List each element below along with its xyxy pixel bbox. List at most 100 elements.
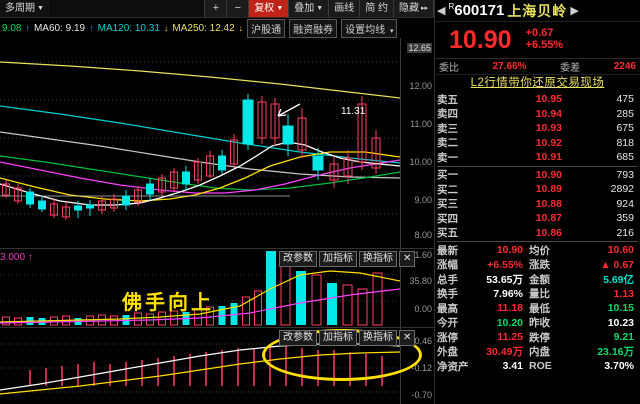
indicator-axis-tick: 0.46 [414, 336, 432, 346]
chevron-down-icon: ▼ [37, 5, 44, 12]
panel-divider [0, 327, 434, 328]
ask-price: 10.95 [535, 93, 562, 106]
brief-button[interactable]: 简 约 [360, 0, 394, 17]
stat-value: +6.55% [487, 258, 523, 271]
price-axis-tick: 8.00 [414, 230, 432, 240]
hide-button[interactable]: 隐藏 ▸▸ [393, 0, 434, 17]
stat-key: 总手 [437, 273, 458, 286]
switch-indicator-button[interactable]: 换指标 [359, 251, 397, 267]
bid-price: 10.89 [535, 183, 562, 196]
stat-value: 7.96% [493, 287, 523, 300]
stat-value: 10.20 [496, 316, 523, 329]
price-callout-annotation: 11.31 [341, 106, 366, 117]
stat-key: 换手 [437, 288, 458, 301]
change-params-button[interactable]: 改参数 [279, 251, 317, 267]
next-stock-icon[interactable]: ▶ [570, 5, 579, 17]
period-button[interactable]: 多周期 ▼ [0, 0, 49, 17]
order-book-row[interactable]: 卖三 10.93 675 [437, 121, 638, 136]
stat-key: 跌停 [529, 331, 550, 344]
order-book-row[interactable]: 卖一 10.91 685 [437, 150, 638, 165]
left-edge-number: 3.000 [0, 252, 26, 263]
ma-settings-label: 设置均线 [345, 24, 386, 36]
bid-volume: 216 [616, 226, 634, 239]
price-axis: 12.65 12.00 11.00 10.00 9.00 8.00 [400, 38, 434, 248]
change-params-button[interactable]: 改参数 [279, 330, 317, 346]
ma-settings-tag[interactable]: 设置均线 ▾ [341, 18, 398, 38]
ask-label: 卖四 [437, 108, 458, 121]
period-label: 多周期 [5, 2, 35, 14]
hugutong-tag[interactable]: 沪股通 [247, 18, 286, 38]
close-icon[interactable]: ✕ [399, 251, 416, 267]
stat-value: 3.70% [604, 360, 634, 373]
order-book-bids: 买一 10.90 793 买二 10.89 2892 买三 10.88 924 … [435, 168, 640, 241]
chart-column: 多周期 ▼ + − 复权 ▼ 叠加 ▼ 画线 简 约 隐藏 ▸▸ 9.08 [0, 0, 434, 404]
volume-bars[interactable] [0, 249, 400, 327]
ask-volume: 675 [616, 122, 634, 135]
close-icon[interactable]: ✕ [399, 330, 416, 346]
volume-axis-tick: 0.00 [414, 304, 432, 314]
volume-panel[interactable]: 71.60 35.80 0.00 [0, 249, 434, 327]
l2-promo-link[interactable]: L2行情带你还原交易现场 [470, 77, 605, 89]
order-book-row[interactable]: 买二 10.89 2892 [437, 182, 638, 197]
bid-label: 买四 [437, 212, 458, 225]
candlestick-chart[interactable] [0, 38, 400, 248]
switch-indicator-button[interactable]: 换指标 [359, 330, 397, 346]
stat-row: 外盘 30.49万 内盘 23.16万 [437, 345, 638, 360]
ask-label: 卖一 [437, 151, 458, 164]
bid-price: 10.90 [535, 168, 562, 181]
order-book-row[interactable]: 卖二 10.92 818 [437, 136, 638, 151]
price-axis-tick: 10.00 [409, 157, 432, 167]
chart-toolbar: 多周期 ▼ + − 复权 ▼ 叠加 ▼ 画线 简 约 隐藏 ▸▸ [0, 0, 434, 18]
stat-key: ROE [529, 360, 552, 373]
chevron-down-icon: ▼ [276, 5, 284, 12]
drawline-button[interactable]: 画线 [329, 0, 361, 17]
volume-plot[interactable] [0, 249, 400, 327]
stat-key: 涨停 [437, 331, 458, 344]
stat-key: 量比 [529, 288, 550, 301]
bid-label: 买三 [437, 198, 458, 211]
ma60-legend: MA60: 9.19 [33, 22, 86, 34]
change-absolute: +0.67 [525, 27, 554, 40]
order-book-divider [437, 165, 638, 167]
margin-trading-tag[interactable]: 融资融券 [289, 18, 338, 38]
bid-label: 买二 [437, 183, 458, 196]
bid-volume: 359 [616, 212, 634, 225]
bid-label: 买五 [437, 227, 458, 240]
overlay-button[interactable]: 叠加 ▼ [289, 0, 330, 17]
chevron-down-icon: ▾ [389, 27, 394, 35]
bid-volume: 924 [616, 197, 634, 210]
ma120-legend: MA120: 10.31 [97, 22, 160, 34]
zoom-out-button[interactable]: − [227, 0, 250, 17]
indicator-axis-tick: -0.12 [411, 363, 432, 373]
order-book-row[interactable]: 买四 10.87 359 [437, 211, 638, 226]
fuquan-button[interactable]: 复权 ▼ [249, 0, 290, 17]
price-change-block: +0.67 +6.55% [526, 28, 564, 51]
order-book-row[interactable]: 买三 10.88 924 [437, 197, 638, 212]
arrow-up-icon: ↑ [89, 23, 94, 33]
price-panel[interactable]: 12.65 12.00 11.00 10.00 9.00 8.00 [0, 38, 434, 248]
add-indicator-button[interactable]: 加指标 [319, 251, 357, 267]
last-price: 10.90 [449, 25, 512, 54]
add-indicator-button[interactable]: 加指标 [319, 330, 357, 346]
bid-volume: 793 [616, 168, 634, 181]
ma-legend-row: 9.08 ↑ MA60: 9.19 ↑ MA120: 10.31 ↓ MA250… [0, 18, 434, 38]
arrow-down-icon: ↓ [163, 23, 169, 33]
price-plot[interactable] [0, 38, 400, 248]
ask-volume: 818 [616, 136, 634, 149]
order-book-row[interactable]: 买一 10.90 793 [437, 168, 638, 183]
stat-key: 均价 [529, 244, 550, 257]
stat-row: 最高 11.18 最低 10.15 [437, 301, 638, 316]
zoom-in-button[interactable]: + [205, 0, 228, 17]
stat-key: 最低 [529, 302, 550, 315]
order-book-row[interactable]: 买五 10.86 216 [437, 226, 638, 241]
chart-text-annotation: 佛手向上 [122, 290, 214, 314]
stat-value: 23.16万 [597, 346, 634, 359]
stat-value: 3.41 [502, 360, 523, 373]
order-book-row[interactable]: 卖四 10.94 285 [437, 107, 638, 122]
stat-value: 30.49万 [486, 346, 523, 359]
prev-stock-icon[interactable]: ◀ [437, 5, 446, 17]
stats-divider [437, 241, 638, 242]
order-book-row[interactable]: 卖五 10.95 475 [437, 92, 638, 107]
stat-value: 10.15 [607, 302, 634, 315]
bid-label: 买一 [437, 169, 458, 182]
